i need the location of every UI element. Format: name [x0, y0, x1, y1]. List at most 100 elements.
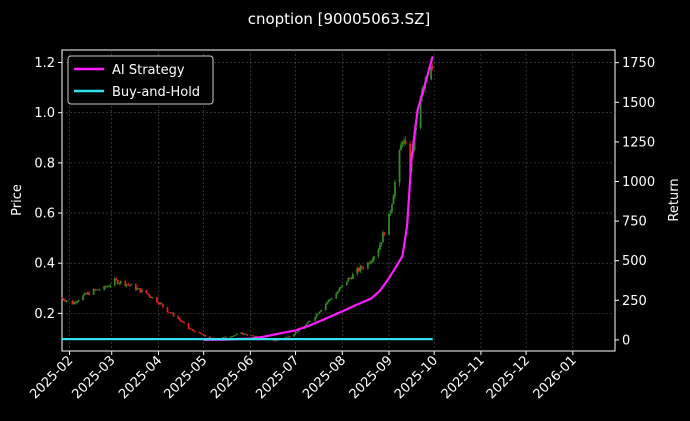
candle-body — [296, 331, 298, 333]
candle-body — [92, 289, 95, 295]
candle-body — [150, 296, 152, 298]
candle-body — [109, 285, 112, 287]
candle-body — [169, 312, 172, 314]
candle-body — [320, 309, 323, 312]
candle-body — [151, 297, 154, 298]
candle-body — [162, 304, 164, 308]
candle-body — [430, 66, 433, 80]
candle-body — [362, 268, 365, 269]
candle-body — [419, 96, 422, 128]
candle-body — [294, 332, 297, 335]
candle-body — [388, 213, 390, 235]
candle-body — [246, 334, 249, 336]
candle-body — [338, 288, 341, 292]
candle-body — [235, 333, 238, 335]
candle-body — [382, 232, 384, 243]
candle-body — [97, 289, 100, 291]
plot-frame — [61, 49, 616, 352]
candle-body — [339, 286, 342, 289]
candle-body — [171, 312, 173, 314]
x-tick-label: 2025-08 — [300, 353, 349, 402]
candle-body — [62, 298, 65, 301]
candle-body — [223, 336, 226, 338]
candle-body — [128, 284, 131, 286]
candle-body — [389, 211, 392, 214]
candle-body — [380, 242, 383, 245]
candle-body — [318, 311, 321, 314]
candle-body — [315, 313, 318, 318]
candle-body — [379, 244, 381, 250]
candle-body — [341, 284, 344, 287]
candle-body — [83, 293, 86, 296]
candle-body — [98, 289, 101, 291]
candle-body — [107, 286, 110, 288]
candle-body — [118, 283, 121, 285]
candle-body — [168, 312, 170, 313]
candle-body — [293, 334, 295, 337]
candle-body — [232, 335, 235, 337]
candle-body — [285, 336, 288, 338]
candle-body — [383, 232, 386, 235]
x-tick-label: 2025-05 — [161, 353, 210, 402]
candle-body — [350, 277, 353, 279]
x-tick-label: 2025-04 — [116, 353, 165, 402]
legend: AI Strategy Buy-and-Hold — [67, 55, 214, 105]
candle-body — [359, 266, 362, 272]
candle-body — [88, 292, 91, 295]
candle-body — [127, 284, 130, 286]
candle-body — [394, 182, 396, 196]
candle-body — [288, 336, 291, 338]
legend-label-ai-strategy: AI Strategy — [112, 63, 185, 78]
candle-body — [193, 330, 196, 333]
candle-body — [392, 195, 395, 205]
candle-body — [297, 329, 300, 332]
chart-title: cnoption [90005063.SZ] — [248, 10, 431, 28]
candle-body — [124, 281, 127, 286]
candle-body — [306, 321, 309, 325]
candle-body — [356, 268, 359, 274]
candle-body — [104, 286, 107, 288]
candle-body — [202, 334, 205, 336]
y-axis-left-ticks: 0.2 0.4 0.6 0.8 1.0 1.2 — [34, 56, 62, 322]
candle-body — [67, 300, 69, 302]
candle-body — [146, 293, 149, 295]
candle-body — [148, 294, 151, 297]
return-lines — [62, 56, 434, 341]
x-tick-label: 2025-06 — [208, 353, 257, 402]
candle-body — [240, 332, 243, 334]
y-tick-label: 0.4 — [34, 257, 55, 272]
candle-body — [145, 289, 148, 294]
candle-body — [287, 336, 289, 338]
candle-body — [160, 302, 163, 305]
x-tick-label: 2025-12 — [484, 353, 533, 402]
legend-label-buy-and-hold: Buy-and-Hold — [112, 85, 200, 100]
candle-body — [183, 321, 185, 323]
candle-body — [255, 335, 258, 338]
candle-body — [404, 140, 407, 144]
candle-body — [201, 333, 204, 335]
candle-body — [241, 332, 244, 335]
candle-body — [190, 329, 193, 330]
series-line-ai-strategy — [203, 56, 434, 341]
candle-body — [187, 322, 190, 329]
y-tick-label: 0.8 — [34, 156, 55, 171]
candle-body — [134, 284, 137, 290]
candle-body — [189, 328, 191, 330]
x-tick-label: 2025-10 — [392, 353, 441, 402]
candle-body — [95, 289, 98, 291]
candle-body — [305, 324, 308, 327]
x-tick-label: 2025-11 — [439, 353, 488, 402]
candle-body — [229, 336, 232, 338]
candle-body — [368, 262, 371, 264]
candle-body — [309, 320, 312, 322]
candle-body — [113, 278, 116, 286]
candle-body — [347, 278, 350, 282]
x-tick-label: 2025-02 — [27, 353, 76, 402]
candle-body — [199, 332, 202, 334]
y-tick-label: 0.6 — [34, 207, 55, 222]
candle-body — [61, 298, 63, 300]
candle-body — [366, 262, 369, 269]
candle-body — [369, 261, 372, 264]
candle-body — [116, 279, 119, 284]
